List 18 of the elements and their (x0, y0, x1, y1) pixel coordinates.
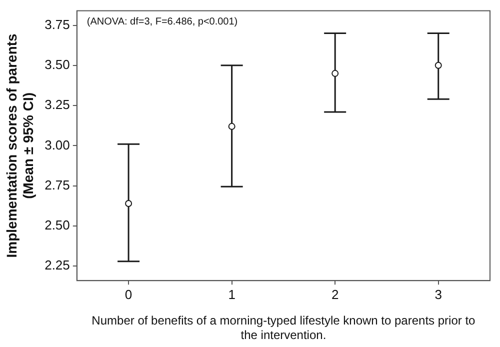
point (332, 70, 339, 77)
y-tick-label: 3.75 (44, 16, 70, 32)
x-tick-label: 0 (124, 286, 132, 302)
annotation: (ANOVA: df=3, F=6.486, p<0.001) (86, 16, 238, 28)
y-tick-label: 2.50 (44, 218, 70, 233)
y-tick-label: 3.00 (44, 137, 70, 152)
x-tick-label: 2 (331, 286, 339, 302)
x-tick-label: 3 (434, 286, 442, 302)
y-tick-label: 3.25 (44, 97, 70, 112)
point (125, 200, 132, 208)
y-tick-label: 2.25 (44, 258, 70, 273)
y-tick-label: 2.75 (44, 177, 70, 192)
x-tick-label: 1 (228, 286, 236, 302)
x-axis-title: Number of benefits of a morning-typed lifestyle known to parents prior to the intervention. (92, 314, 476, 342)
y-axis-title: Implementation scores of parents (Mean ± 95% CI) (3, 33, 36, 258)
y-tick-label: 3.50 (44, 56, 70, 72)
point (434, 62, 442, 69)
point (228, 122, 236, 130)
